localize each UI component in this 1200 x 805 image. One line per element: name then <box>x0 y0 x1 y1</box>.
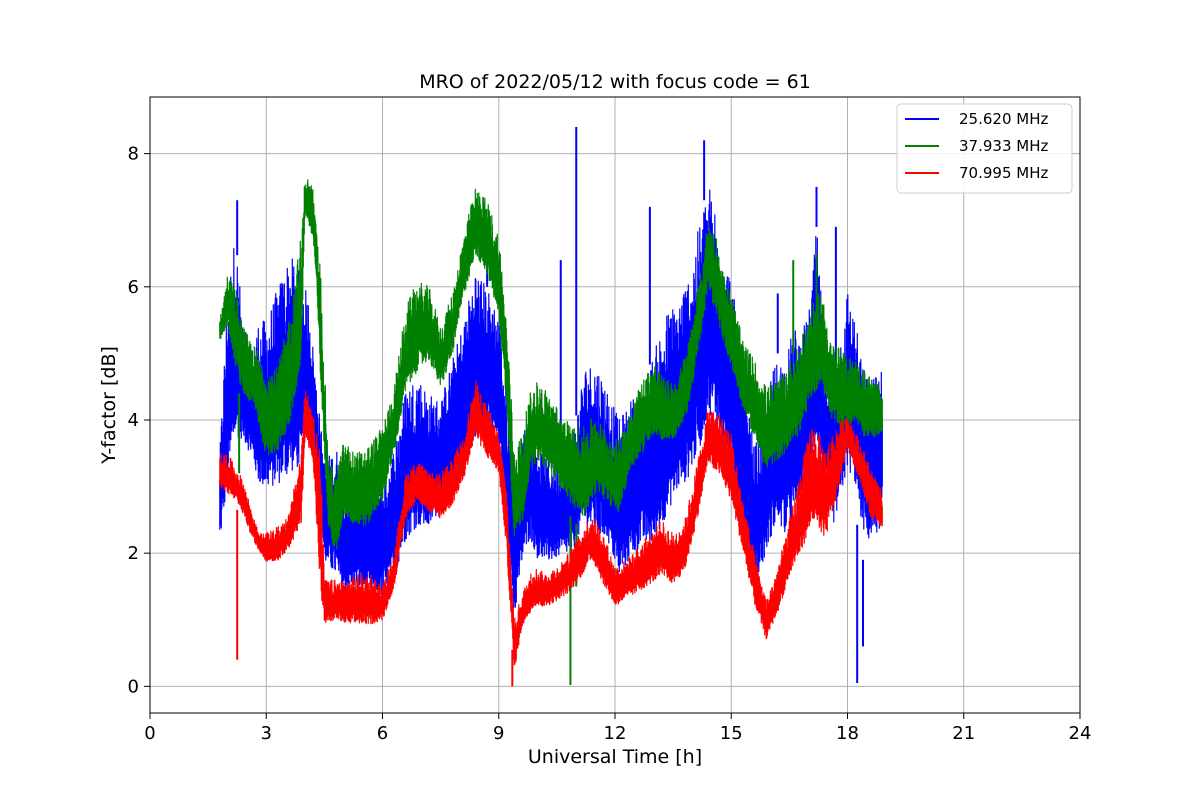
x-tick-label: 24 <box>1069 723 1092 744</box>
x-axis-label: Universal Time [h] <box>528 746 702 768</box>
x-tick-label: 0 <box>144 723 155 744</box>
y-tick-label: 0 <box>128 676 139 697</box>
legend: 25.620 MHz 37.933 MHz 70.995 MHz <box>896 103 1073 194</box>
x-tick-label: 21 <box>952 723 975 744</box>
y-tick-label: 2 <box>128 543 139 564</box>
x-tick-label: 12 <box>604 723 627 744</box>
legend-label: 70.995 MHz <box>959 164 1048 182</box>
y-axis-label: Y-factor [dB] <box>98 346 120 465</box>
series-line-37-933-mhz <box>219 179 883 550</box>
y-tick-label: 8 <box>128 144 139 165</box>
x-tick-label: 18 <box>836 723 859 744</box>
x-tick-label: 6 <box>377 723 388 744</box>
legend-label: 37.933 MHz <box>959 137 1048 155</box>
series-line-70-995-mhz <box>219 380 883 666</box>
y-tick-label: 4 <box>128 410 139 431</box>
series-layer <box>219 126 883 687</box>
chart-title: MRO of 2022/05/12 with focus code = 61 <box>419 71 811 93</box>
x-tick-label: 9 <box>493 723 504 744</box>
x-tick-label: 3 <box>261 723 272 744</box>
y-tick-label: 6 <box>128 277 139 298</box>
x-tick-label: 15 <box>720 723 743 744</box>
legend-box <box>896 103 1073 194</box>
legend-label: 25.620 MHz <box>959 110 1048 128</box>
